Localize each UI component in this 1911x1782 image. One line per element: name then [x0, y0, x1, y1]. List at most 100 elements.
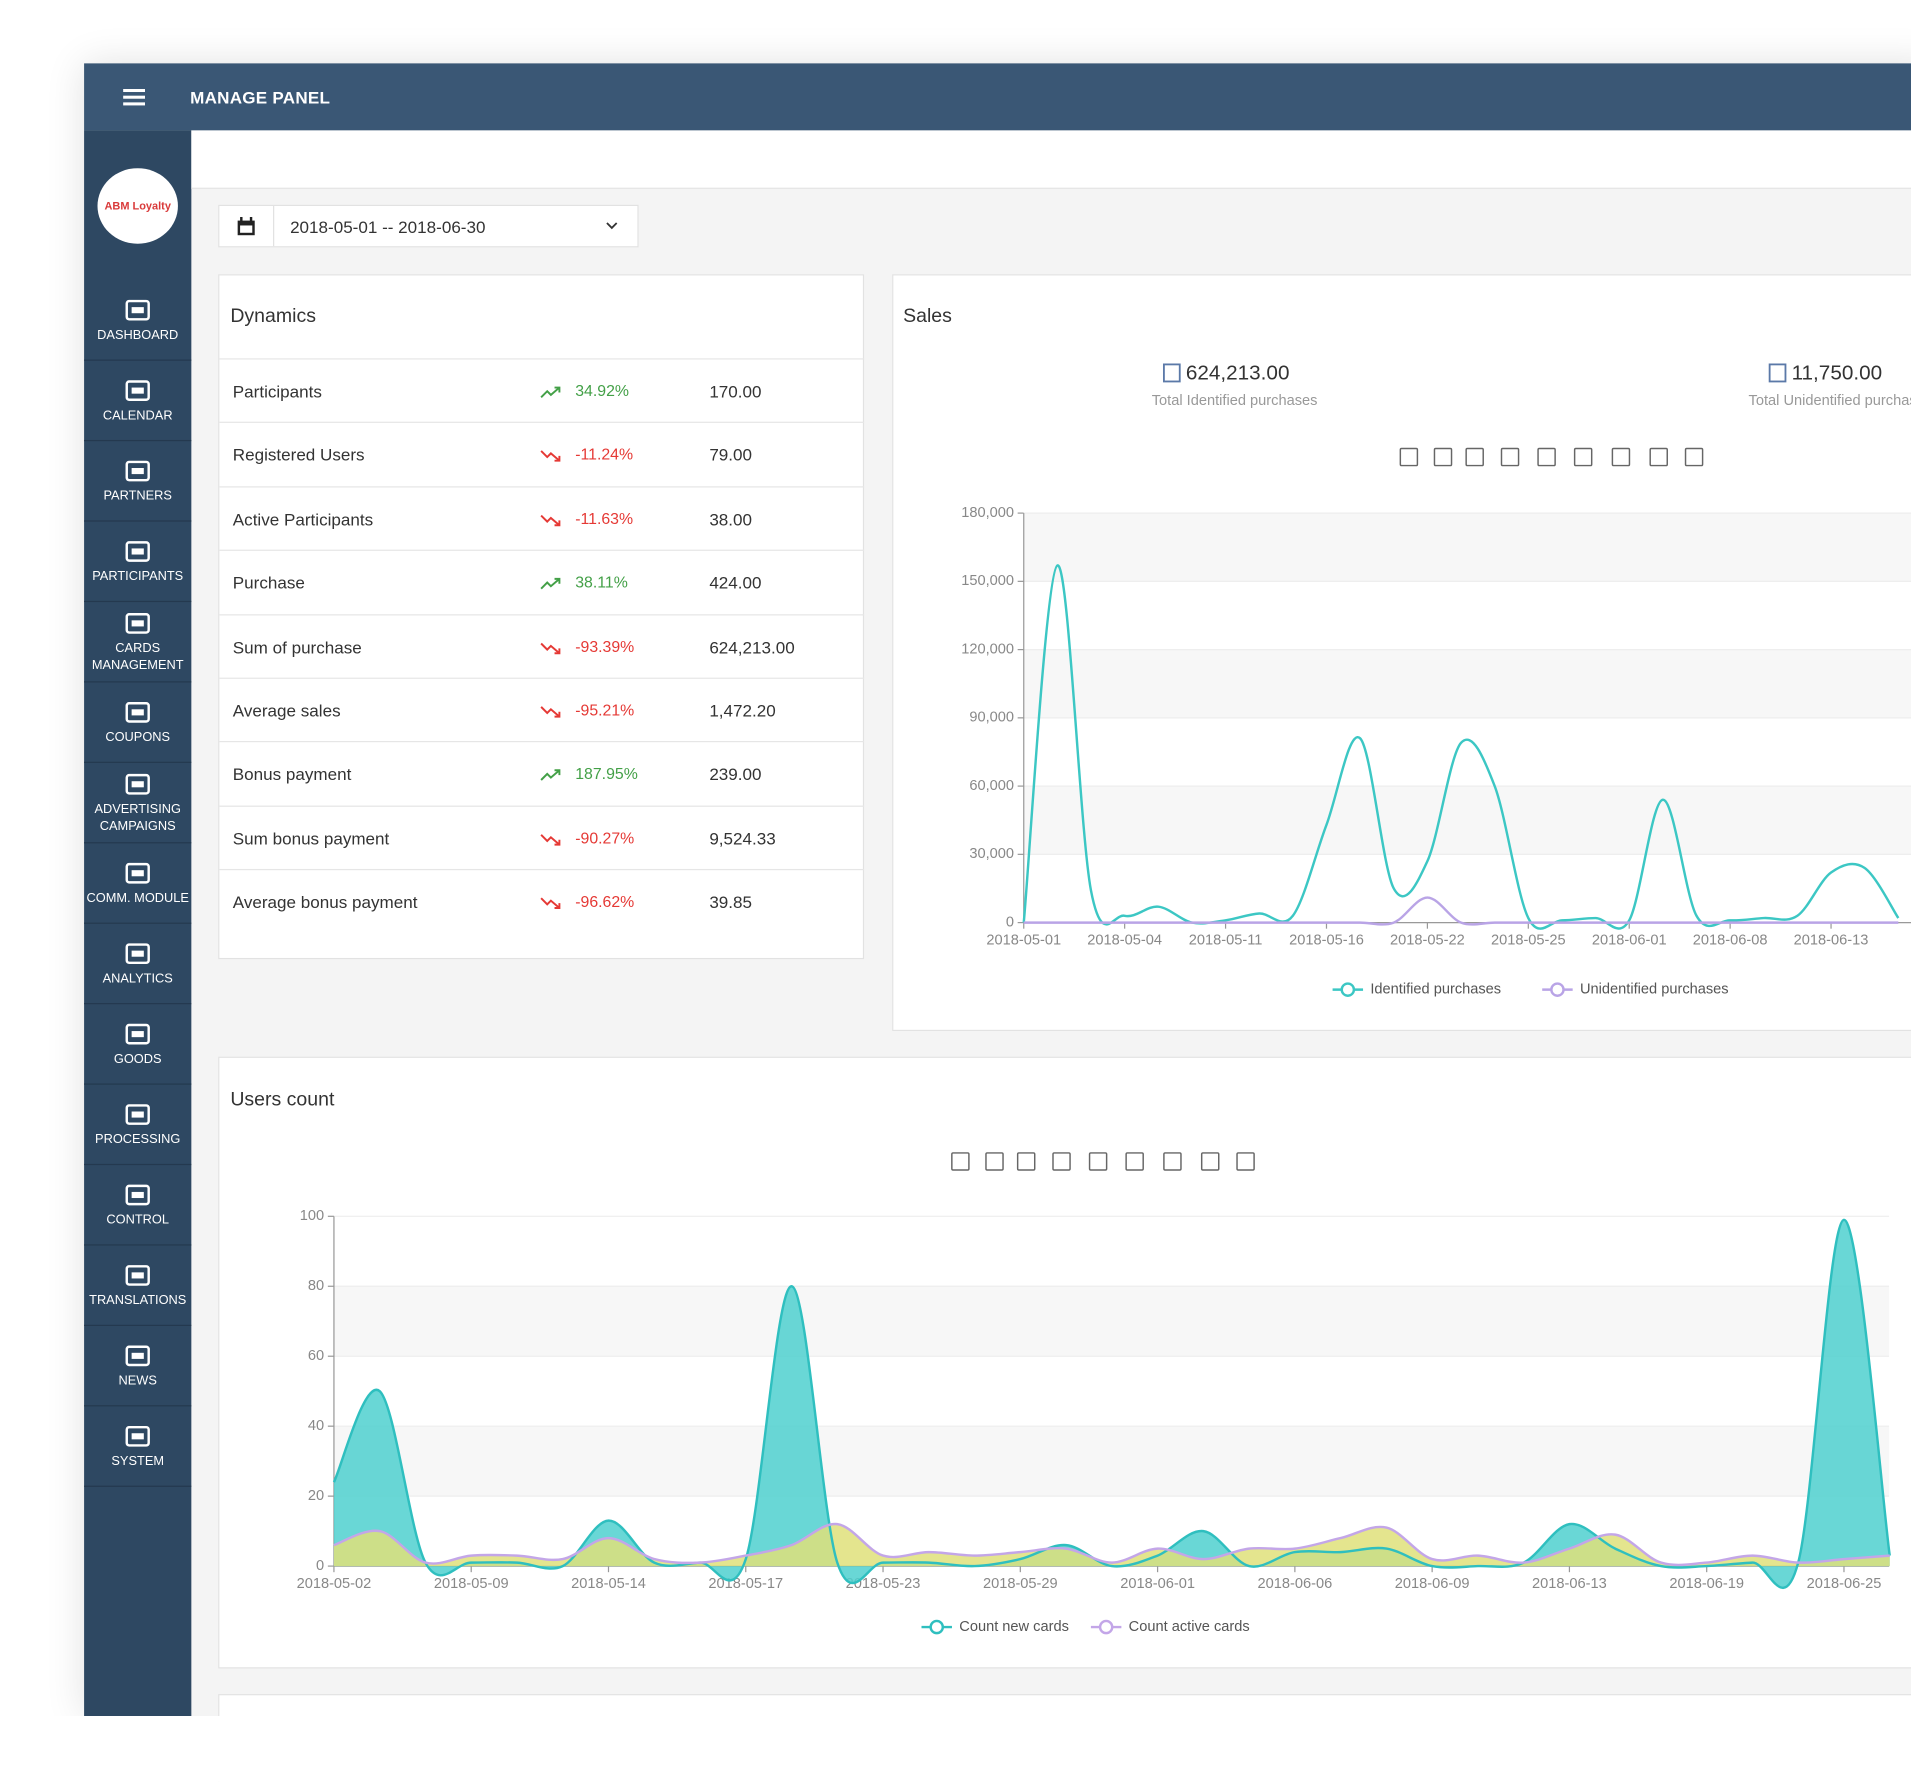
stat-value: 11,750.00	[1792, 362, 1883, 385]
grid-band	[1023, 649, 1911, 718]
sidebar: ABM Loyalty DASHBOARD CALENDAR PARTNERS PAR…	[84, 130, 192, 1716]
nav-label: PARTNERS	[103, 488, 172, 504]
toolbox-icon	[1125, 1152, 1144, 1171]
row-change: -93.39%	[575, 636, 635, 656]
logo[interactable]: ABM Loyalty	[97, 168, 178, 244]
nav-item[interactable]: COUPONS	[84, 683, 192, 763]
y-tick-label: 120,000	[961, 641, 1014, 657]
card-title: Users count	[230, 1089, 335, 1111]
nav-icon	[125, 1023, 150, 1045]
row-value: 9,524.33	[709, 828, 776, 849]
toolbox-icon	[1163, 1152, 1182, 1171]
nav-icon	[125, 613, 150, 634]
trend-icon	[540, 769, 561, 782]
toolbox-icon	[1537, 447, 1556, 467]
y-tick-label: 60	[308, 1348, 324, 1364]
nav-item[interactable]: NEWS	[84, 1326, 192, 1407]
x-tick-label: 2018-05-14	[571, 1576, 646, 1592]
dropdown-caret	[606, 222, 618, 230]
table-row: Average bonus payment -96.62% 39.85	[219, 869, 865, 932]
nav-item[interactable]: CALENDAR	[84, 361, 192, 442]
nav-icon	[125, 1425, 150, 1447]
nav-item[interactable]: SYSTEM	[84, 1406, 192, 1487]
nav-icon	[125, 773, 150, 795]
toolbox-icon	[951, 1152, 970, 1171]
row-value: 39.85	[709, 892, 753, 912]
row-name: Active Participants	[232, 509, 374, 529]
y-tick-label: 90,000	[969, 710, 1014, 726]
table-row: Purchase 38.11% 424.00	[219, 549, 865, 613]
y-tick-label: 150,000	[961, 573, 1014, 589]
nav-label: MANAGEMENT	[91, 658, 184, 673]
date-picker[interactable]: 2018-05-01 -- 2018-06-30	[218, 204, 639, 248]
nav-item[interactable]: GOODS	[84, 1004, 192, 1085]
nav-icon	[125, 460, 150, 482]
trend-icon	[540, 833, 561, 846]
row-change: -90.27%	[575, 828, 635, 847]
nav-label: CALENDAR	[102, 408, 173, 423]
grid-band	[1023, 513, 1911, 582]
x-tick-label: 2018-05-22	[1390, 933, 1465, 949]
nav-item[interactable]: CARDS MANAGEMENT	[84, 602, 192, 683]
nav-item[interactable]: ANALYTICS	[84, 924, 192, 1005]
grid-band	[1023, 786, 1911, 855]
trend-icon	[540, 897, 561, 910]
row-name: Participants	[232, 381, 322, 401]
line	[332, 1218, 1891, 1590]
page-bottom	[0, 1716, 1911, 1782]
table-row: Average sales -95.21% 1,472.20	[219, 677, 865, 741]
toolbox-icon	[1200, 1152, 1220, 1171]
toolbox-icon	[1016, 1152, 1036, 1171]
line	[333, 1522, 1890, 1567]
trend-icon	[540, 642, 561, 654]
toolbox-icon	[1684, 447, 1704, 467]
row-change: 38.11%	[575, 573, 628, 592]
y-tick-label: 100	[300, 1208, 324, 1224]
nav-item[interactable]: PARTNERS	[84, 441, 192, 522]
stat-icon	[1768, 363, 1787, 383]
legend-label: Count active cards	[1129, 1619, 1250, 1635]
row-value: 79.00	[709, 445, 753, 465]
y-tick-label: 30,000	[969, 846, 1014, 862]
stat-label: Total Unidentified purchases	[1749, 393, 1911, 409]
x-tick-label: 2018-06-25	[1807, 1576, 1882, 1592]
row-value: 170.00	[709, 381, 762, 401]
x-tick-label: 2018-06-01	[1120, 1576, 1195, 1592]
legend-marker	[1340, 982, 1356, 997]
x-tick-label: 2018-06-06	[1257, 1576, 1332, 1592]
nav-item[interactable]: TRANSLATIONS	[84, 1246, 192, 1326]
menu-button[interactable]	[123, 88, 146, 106]
toolbox-icon	[1500, 447, 1520, 467]
nav-icon	[125, 380, 150, 401]
y-tick-label: 20	[308, 1488, 324, 1504]
table-row: Participants 34.92% 170.00	[219, 358, 865, 421]
nav-item[interactable]: DASHBOARD	[84, 280, 192, 361]
row-name: Bonus payment	[232, 764, 352, 785]
nav-item[interactable]: PARTICIPANTS	[84, 522, 192, 603]
row-name: Average bonus payment	[232, 892, 418, 912]
table-row: Sum bonus payment -90.27% 9,524.33	[219, 805, 865, 868]
nav-item[interactable]: COMM. MODULE	[84, 843, 192, 924]
x-tick-label: 2018-05-25	[1491, 933, 1566, 949]
nav-item[interactable]: CONTROL	[84, 1165, 192, 1246]
date-range: 2018-05-01 -- 2018-06-30	[290, 216, 486, 237]
table-row: Registered Users -11.24% 79.00	[219, 422, 865, 485]
panel-title: MANAGE PANEL	[190, 87, 331, 108]
nav-icon	[125, 1184, 150, 1206]
x-tick-label: 2018-06-13	[1794, 933, 1869, 949]
stat-label: Total Identified purchases	[1152, 393, 1318, 409]
nav-item[interactable]: ADVERTISING CAMPAIGNS	[84, 763, 192, 844]
row-value: 1,472.20	[709, 700, 776, 721]
nav-label: CAMPAIGNS	[99, 819, 176, 834]
row-change: -11.24%	[575, 445, 634, 464]
row-change: -96.62%	[575, 892, 635, 911]
legend-label: Identified purchases	[1370, 981, 1501, 997]
nav-icon	[125, 1345, 150, 1367]
table-row: Active Participants -11.63% 38.00	[219, 486, 865, 549]
y-tick-label: 60,000	[969, 778, 1014, 794]
toolbox-icon	[1088, 1152, 1108, 1171]
nav-label: TRANSLATIONS	[89, 1293, 187, 1308]
nav-item[interactable]: PROCESSING	[84, 1085, 192, 1166]
